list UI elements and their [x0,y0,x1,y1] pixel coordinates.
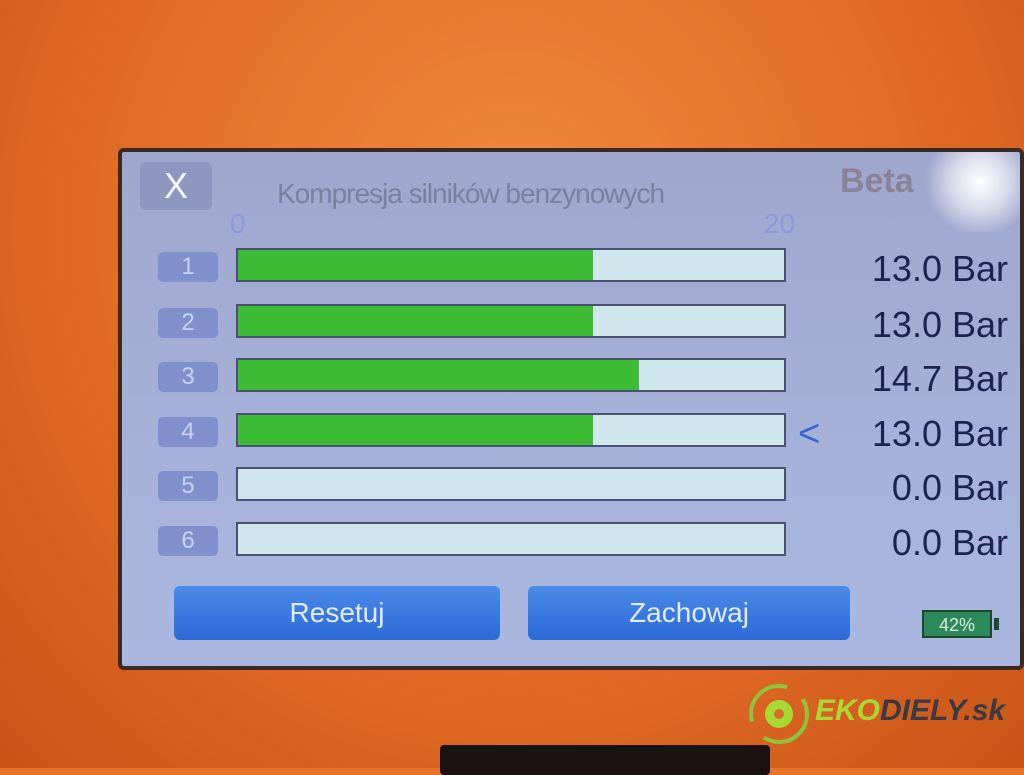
pressure-value: 14.7 Bar [871,358,1008,399]
battery-indicator: 42% [922,610,992,638]
scale-min: 0 [230,208,246,239]
cylinder-number-button[interactable]: 1 [158,252,218,282]
cylinder-row: 2 13.0 Bar [158,304,1020,345]
cylinder-number-button[interactable]: 5 [158,471,218,501]
cylinder-number-button[interactable]: 4 [158,417,218,447]
cylinder-number-button[interactable]: 3 [158,362,218,392]
pressure-value: 13.0 Bar [871,248,1008,289]
page-title: Kompresja silników benzynowych [277,178,665,209]
pressure-value: 0.0 Bar [891,522,1008,563]
casing-logo [440,745,770,775]
pressure-bar-fill [238,250,593,280]
save-button[interactable]: Zachowaj [528,586,850,640]
watermark-text-1: EKO [815,694,881,727]
pressure-bar-fill [238,360,640,390]
battery-icon [994,618,999,630]
pressure-bar-fill [238,415,593,445]
cylinder-number-button[interactable]: 6 [158,526,218,556]
cylinder-row: 1 13.0 Bar [158,248,1020,289]
cylinder-row: 4 < 13.0 Bar [158,413,1020,455]
selected-marker-icon: < [798,413,821,455]
watermark: EKODIELY.sk [745,680,1005,753]
pressure-bar [236,248,786,282]
pressure-bar [236,467,786,501]
pressure-value: 13.0 Bar [871,413,1008,454]
scale-max: 20 [764,208,796,239]
watermark-text-2: DIELY.sk [880,694,1006,727]
device-screen: X Kompresja silników benzynowych Beta 0 … [118,148,1024,670]
pressure-bar [236,304,786,338]
cylinder-row: 6 0.0 Bar [158,522,1020,563]
pressure-value: 13.0 Bar [871,304,1008,345]
cylinder-row: 5 0.0 Bar [158,467,1020,508]
close-button[interactable]: X [140,162,212,210]
pressure-bar-fill [238,306,593,336]
reset-button[interactable]: Resetuj [174,586,500,640]
light-glare [920,152,1020,232]
pressure-bar [236,413,786,447]
gear-icon [749,684,809,744]
pressure-value: 0.0 Bar [891,467,1008,508]
pressure-bar [236,358,786,392]
brand-logo: Beta [840,162,914,200]
cylinder-number-button[interactable]: 2 [158,308,218,338]
cylinder-row: 3 14.7 Bar [158,358,1020,399]
pressure-bar [236,522,786,556]
